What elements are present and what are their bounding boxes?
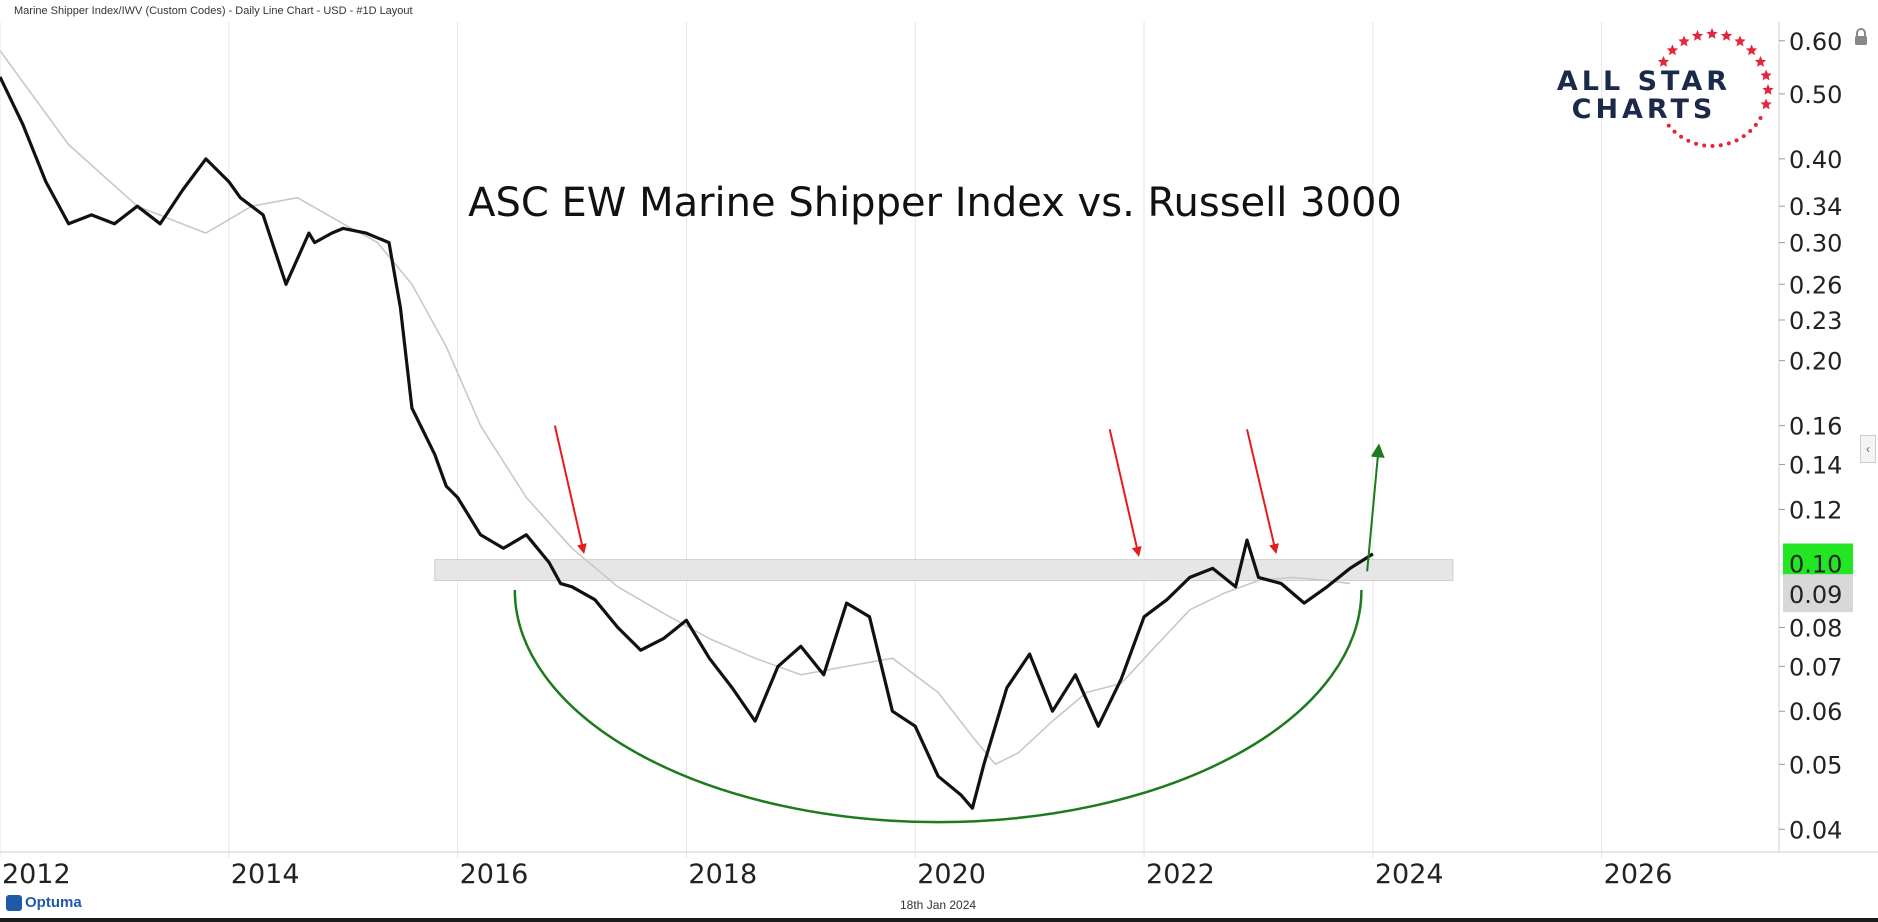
y-tick-label: 0.30 (1789, 230, 1842, 258)
y-tick-label: 0.60 (1789, 28, 1842, 56)
dot-icon (1758, 116, 1763, 120)
dot-icon (1672, 129, 1677, 134)
star-icon (1754, 56, 1767, 67)
series-line-moving-average (0, 50, 1351, 766)
y-tick-label: 0.05 (1789, 751, 1842, 779)
star-icon (1745, 44, 1758, 56)
red-arrow-annotation (1108, 429, 1142, 557)
y-tick-label: 0.12 (1789, 496, 1842, 524)
red-arrow-annotation (553, 425, 587, 555)
dot-icon (1702, 143, 1707, 148)
side-panel-toggle-button[interactable]: ‹ (1860, 435, 1876, 463)
optuma-brand: Optuma (6, 894, 82, 911)
star-icon (1678, 35, 1690, 47)
star-icon (1657, 56, 1670, 67)
logo-stars-icon (1657, 28, 1774, 148)
chevron-left-icon: ‹ (1866, 442, 1870, 456)
dot-icon (1748, 128, 1753, 133)
x-axis-grid (0, 22, 1603, 858)
logo-text-line2: CHARTS (1572, 94, 1717, 125)
star-icon (1666, 44, 1679, 56)
star-icon (1762, 84, 1774, 95)
star-icon (1760, 98, 1772, 110)
all-star-charts-logo: ALL STAR CHARTS (1557, 28, 1774, 148)
star-icon (1734, 35, 1746, 47)
y-tick-label: 0.26 (1789, 271, 1842, 299)
y-tick-label: 0.08 (1789, 614, 1842, 642)
star-icon (1760, 69, 1772, 81)
y-tick-label: 0.20 (1789, 348, 1842, 376)
star-icon (1691, 29, 1704, 41)
dot-icon (1734, 138, 1739, 143)
y-tick-label: 0.07 (1789, 653, 1842, 681)
y-tick-label: 0.06 (1789, 698, 1842, 726)
series-group (0, 50, 1374, 810)
red-arrow-annotation (1246, 429, 1279, 555)
series-line-price (0, 76, 1374, 810)
y-tick-label: 0.34 (1789, 193, 1842, 221)
x-tick-label: 2018 (688, 859, 757, 890)
optuma-logo-icon (6, 894, 22, 911)
dot-icon (1679, 134, 1684, 139)
x-tick-label: 2016 (460, 859, 529, 890)
value-labels: 0.10 0.09 (1783, 543, 1853, 613)
dot-icon (1741, 134, 1746, 139)
green-arrow-annotation (1366, 443, 1385, 572)
bottom-rule (0, 918, 1878, 922)
x-axis-ticks: 2012 2014 2016 2018 2020 2022 2024 2026 (2, 859, 1672, 890)
lock-icon[interactable] (1854, 28, 1868, 46)
footer-date: 18th Jan 2024 (900, 898, 977, 912)
x-tick-label: 2026 (1604, 859, 1673, 890)
dot-icon (1710, 143, 1715, 148)
logo-text-line1: ALL STAR (1557, 66, 1731, 97)
dot-icon (1718, 143, 1723, 148)
x-tick-label: 2014 (231, 859, 300, 890)
annotation-group (513, 425, 1385, 824)
y-axis-ticks: 0.60 0.50 0.40 0.34 0.30 0.26 0.23 0.20 0.16 0.14… (1779, 28, 1842, 844)
y-tick-label: 0.04 (1789, 816, 1842, 844)
x-tick-label: 2022 (1146, 859, 1215, 890)
x-tick-label: 2020 (917, 859, 986, 890)
x-tick-label: 2024 (1375, 859, 1444, 890)
y-tick-label: 0.50 (1789, 81, 1842, 109)
optuma-text: Optuma (25, 894, 82, 911)
star-icon (1706, 28, 1718, 39)
dot-icon (1726, 141, 1731, 146)
green-arc-annotation (513, 589, 1363, 824)
x-tick-label: 2012 (2, 859, 71, 890)
dot-icon (1666, 123, 1671, 128)
y-tick-label: 0.23 (1789, 307, 1842, 335)
chart-header-title: Marine Shipper Index/IWV (Custom Codes) … (14, 5, 413, 17)
y-tick-label: 0.16 (1789, 413, 1842, 441)
ma-value-label: 0.09 (1789, 581, 1842, 609)
y-tick-label: 0.14 (1789, 452, 1842, 480)
y-tick-label: 0.40 (1789, 146, 1842, 174)
last-value-label: 0.10 (1789, 551, 1842, 579)
ma-value-background (1783, 574, 1853, 613)
dot-icon (1686, 138, 1691, 143)
dot-icon (1694, 141, 1699, 146)
chart-title: ASC EW Marine Shipper Index vs. Russell … (468, 180, 1402, 226)
dot-icon (1753, 122, 1758, 127)
star-icon (1720, 29, 1733, 41)
